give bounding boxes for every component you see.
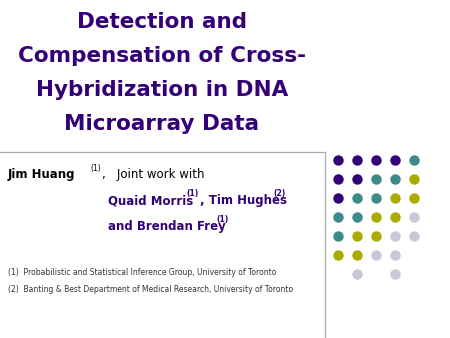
Text: Microarray Data: Microarray Data [64, 114, 260, 134]
Text: (1)  Probabilistic and Statistical Inference Group, University of Toronto: (1) Probabilistic and Statistical Infere… [8, 268, 276, 277]
Text: (2): (2) [273, 189, 285, 198]
Text: (1): (1) [90, 164, 101, 173]
Text: Jim Huang: Jim Huang [8, 168, 80, 181]
Text: (2)  Banting & Best Department of Medical Research, University of Toronto: (2) Banting & Best Department of Medical… [8, 285, 293, 294]
Text: Compensation of Cross-: Compensation of Cross- [18, 46, 306, 66]
Text: Detection and: Detection and [77, 12, 247, 32]
Text: (1): (1) [216, 215, 228, 224]
Text: and Brendan Frey: and Brendan Frey [108, 220, 226, 233]
Text: (1): (1) [186, 189, 198, 198]
Text: Quaid Morris: Quaid Morris [108, 194, 193, 207]
Text: ,   Joint work with: , Joint work with [102, 168, 204, 181]
Text: Hybridization in DNA: Hybridization in DNA [36, 80, 288, 100]
Text: , Tim Hughes: , Tim Hughes [200, 194, 287, 207]
